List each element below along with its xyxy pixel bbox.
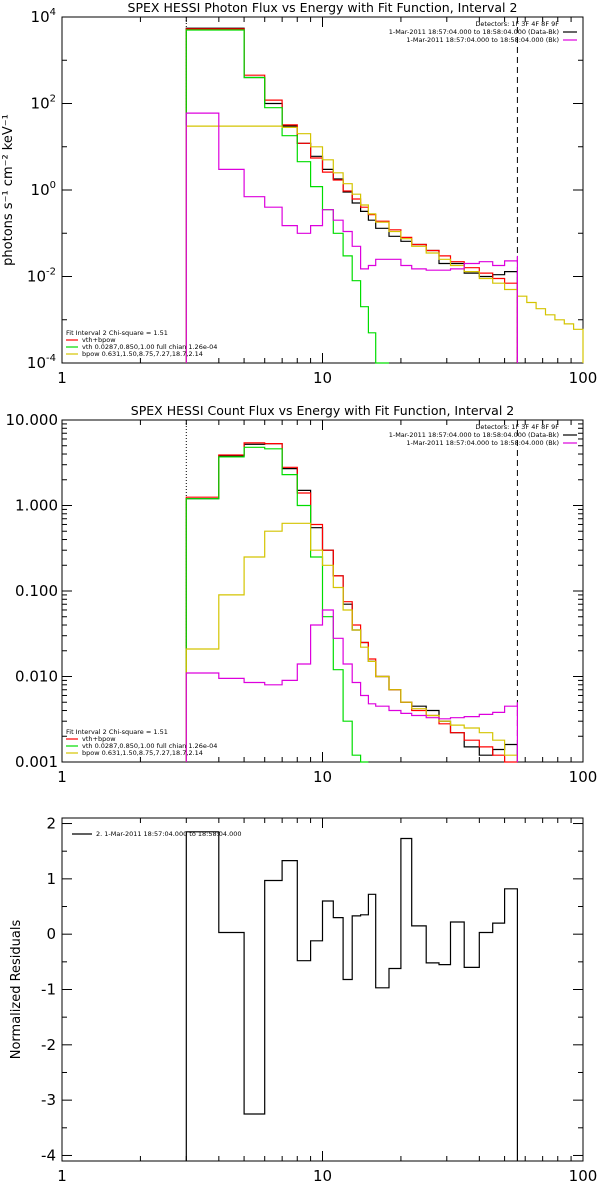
y-tick-label: 100 bbox=[31, 180, 56, 199]
legend-bottom-entry: vth+bpow bbox=[82, 336, 116, 344]
series-line-residuals bbox=[185, 831, 518, 1161]
x-tick-label: 10 bbox=[313, 768, 332, 786]
legend-top-entry: Detectors: 1F 3F 4F 8F 9F bbox=[475, 20, 559, 28]
y-tick-exponent: 4 bbox=[50, 7, 56, 18]
y-tick-label: 1.000 bbox=[15, 497, 58, 515]
y-tick-base: 10 bbox=[31, 95, 50, 113]
series-line-bpow bbox=[185, 125, 584, 363]
legend-bottom-entry: Fit Interval 2 Chi-square = 1.51 bbox=[66, 728, 168, 736]
y-tick-base: 10 bbox=[27, 268, 46, 286]
y-tick-exponent: 0 bbox=[50, 180, 56, 191]
legend-bottom-entry: bpow 0.631,1.50,8.75,7.27,18.7,2.14 bbox=[82, 350, 203, 358]
y-tick-label: 0.100 bbox=[15, 582, 58, 600]
legend-top-entry: 1-Mar-2011 18:57:04.000 to 18:58:04.000 … bbox=[389, 431, 559, 439]
series-line-bk bbox=[185, 609, 518, 762]
x-tick-label: 100 bbox=[569, 369, 598, 387]
x-tick-label: 100 bbox=[569, 1167, 598, 1185]
legend-top-entry: Detectors: 1F 3F 4F 8F 9F bbox=[475, 423, 559, 431]
y-tick-label: 104 bbox=[31, 7, 56, 26]
y-tick-base: 10 bbox=[31, 181, 50, 199]
y-tick-exponent: -2 bbox=[46, 267, 56, 278]
chart-title: SPEX HESSI Photon Flux vs Energy with Fi… bbox=[128, 0, 518, 15]
legend-top-entry: 1-Mar-2011 18:57:04.000 to 18:58:04.000 … bbox=[389, 28, 559, 36]
legend-bottom-entry: Fit Interval 2 Chi-square = 1.51 bbox=[66, 329, 168, 337]
chart-title: SPEX HESSI Count Flux vs Energy with Fit… bbox=[131, 403, 514, 418]
y-tick-label: 0 bbox=[46, 925, 56, 943]
x-tick-label: 10 bbox=[313, 1167, 332, 1185]
x-tick-label: 1 bbox=[57, 1167, 67, 1185]
series-line-bpow bbox=[185, 522, 518, 762]
y-axis-label: photons s⁻¹ cm⁻² keV⁻¹ bbox=[1, 114, 16, 266]
y-tick-label: -2 bbox=[41, 1036, 56, 1054]
y-tick-exponent: 2 bbox=[50, 94, 56, 105]
y-tick-label: -4 bbox=[41, 1146, 56, 1164]
y-tick-label: 1 bbox=[46, 870, 56, 888]
y-tick-label: -3 bbox=[41, 1091, 56, 1109]
legend-bottom-entry: vth 0.0287,0.850,1.00 full chian 1.26e-0… bbox=[82, 742, 217, 750]
series-line-vth bbox=[185, 29, 389, 364]
series-line-vth-bpow bbox=[185, 28, 518, 363]
y-tick-label: 10.000 bbox=[6, 411, 59, 429]
series-line-bk bbox=[185, 112, 518, 363]
legend-bottom-entry: vth+bpow bbox=[82, 735, 116, 743]
x-tick-label: 1 bbox=[57, 369, 67, 387]
legend-top-entry: 1-Mar-2011 18:57:04.000 to 18:58:04.000 … bbox=[406, 36, 559, 44]
y-tick-label: -1 bbox=[41, 981, 56, 999]
series-line-vth bbox=[185, 446, 369, 763]
legend-bottom-entry: bpow 0.631,1.50,8.75,7.27,18.7,2.14 bbox=[82, 749, 203, 757]
y-tick-label: 10-4 bbox=[27, 353, 56, 372]
y-tick-exponent: -4 bbox=[46, 353, 56, 364]
legend-top-entry: 2. 1-Mar-2011 18:57:04.000 to 18:58:04.0… bbox=[96, 830, 242, 838]
y-tick-label: 0.001 bbox=[15, 753, 58, 771]
y-tick-label: 0.010 bbox=[15, 668, 58, 686]
series-line-vth-bpow bbox=[185, 442, 518, 763]
legend-bottom-entry: vth 0.0287,0.850,1.00 full chian 1.26e-0… bbox=[82, 343, 217, 351]
y-tick-label: 2 bbox=[46, 815, 56, 833]
x-tick-label: 1 bbox=[57, 768, 67, 786]
y-axis-label: Normalized Residuals bbox=[9, 920, 24, 1060]
y-tick-base: 10 bbox=[27, 354, 46, 372]
x-tick-label: 10 bbox=[313, 369, 332, 387]
y-tick-label: 102 bbox=[31, 94, 56, 113]
y-tick-label: 10-2 bbox=[27, 267, 56, 286]
plot-frame bbox=[61, 817, 584, 1162]
chart-panel-2: 1 10 100 10.000 1.000 0.100 0.010 0.001 SPEX HES… bbox=[6, 403, 598, 786]
x-tick-label: 100 bbox=[569, 768, 598, 786]
legend-top-entry: 1-Mar-2011 18:57:04.000 to 18:58:04.000 … bbox=[406, 439, 559, 447]
y-tick-base: 10 bbox=[31, 8, 50, 26]
